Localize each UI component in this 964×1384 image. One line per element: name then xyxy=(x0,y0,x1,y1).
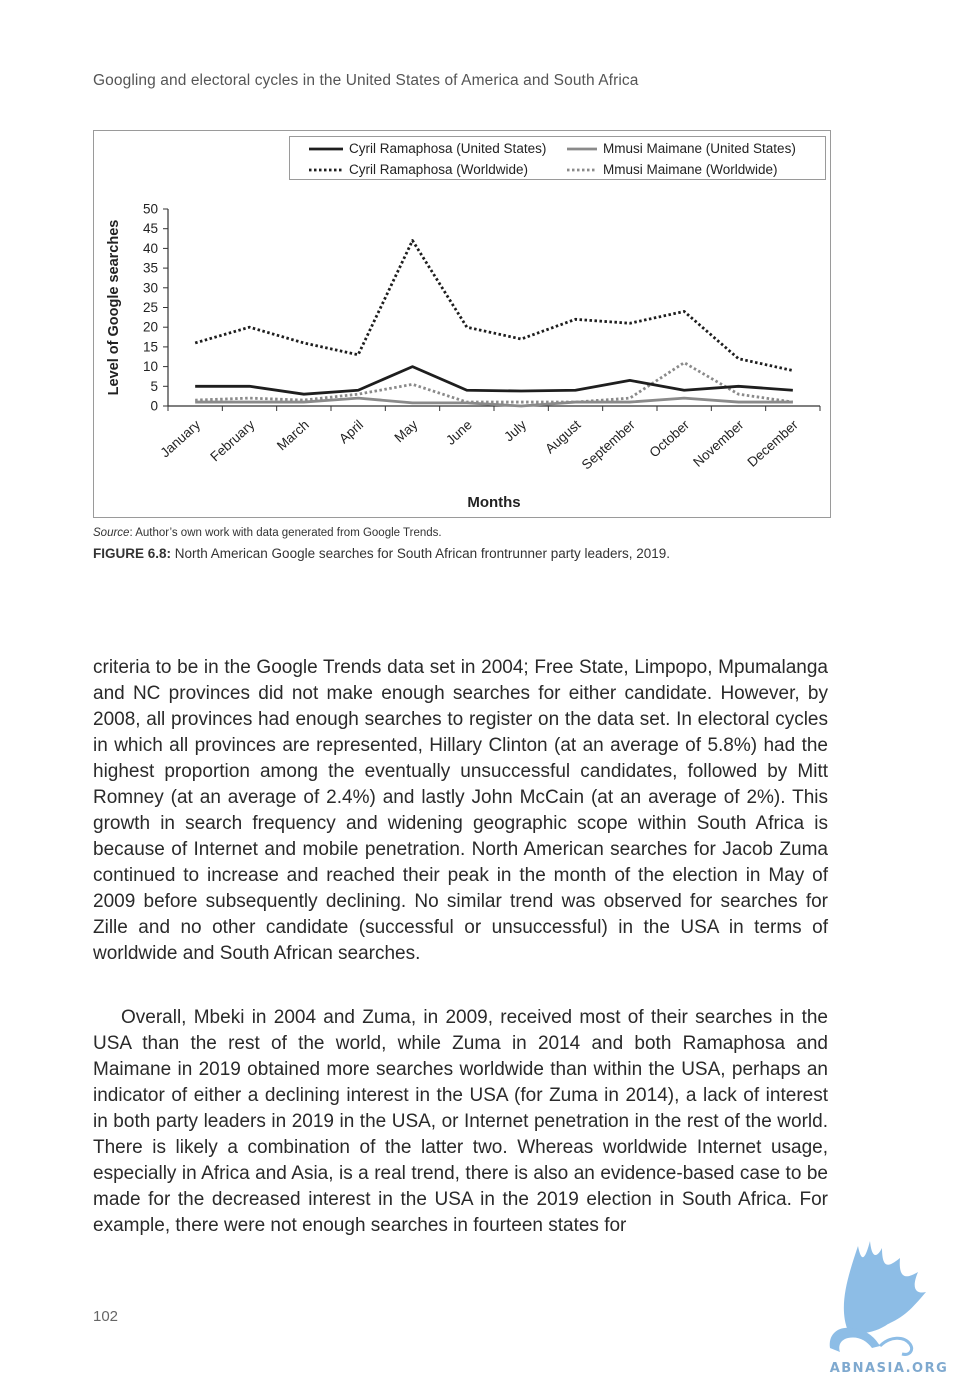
x-tick-label: August xyxy=(542,417,583,456)
watermark-text: ABNASIA.ORG xyxy=(830,1361,949,1376)
y-tick-label: 25 xyxy=(143,300,158,315)
series-line-2 xyxy=(195,396,793,408)
chart-legend: Cyril Ramaphosa (United States) Mmusi Ma… xyxy=(289,136,826,180)
x-tick-label: September xyxy=(579,417,638,473)
x-tick-label: July xyxy=(501,417,529,444)
source-prefix: Source xyxy=(93,527,130,539)
legend-label: Mmusi Maimane (United States) xyxy=(603,141,796,156)
y-tick-label: 15 xyxy=(143,339,158,354)
line-chart: 0 5 10 15 20 25 30 35 40 45 50 January February March… xyxy=(93,130,831,518)
x-tick-label: June xyxy=(443,417,475,448)
x-tick-label: December xyxy=(745,417,802,470)
y-axis-title: Level of Google searches xyxy=(106,220,122,396)
body-paragraph: Overall, Mbeki in 2004 and Zuma, in 2009… xyxy=(93,1007,828,1236)
legend-label: Cyril Ramaphosa (Worldwide) xyxy=(349,162,529,177)
x-tick-label: March xyxy=(274,417,312,453)
y-tick-label: 0 xyxy=(150,399,158,414)
y-tick-label: 5 xyxy=(150,379,158,394)
series-line-1 xyxy=(194,239,794,372)
body-paragraph: criteria to be in the Google Trends data… xyxy=(93,657,828,964)
series-line-3 xyxy=(195,361,794,404)
running-head: Googling and electoral cycles in the Uni… xyxy=(93,72,639,89)
chart-plot-area: 0 5 10 15 20 25 30 35 40 45 50 January February March… xyxy=(106,202,821,511)
figure-caption: FIGURE 6.8: North American Google search… xyxy=(93,546,670,561)
x-tick-label: November xyxy=(690,417,747,470)
legend-item-ramaphosa-us: Cyril Ramaphosa (United States) xyxy=(309,141,546,156)
x-tick-label: February xyxy=(207,417,257,464)
y-tick-label: 50 xyxy=(143,202,158,217)
x-tick-label: October xyxy=(646,417,692,461)
legend-item-ramaphosa-world: Cyril Ramaphosa (Worldwide) xyxy=(309,162,528,177)
source-text: : Author’s own work with data generated … xyxy=(129,527,442,539)
legend-item-maimane-world: Mmusi Maimane (Worldwide) xyxy=(567,162,778,177)
figure-caption-text: North American Google searches for South… xyxy=(171,546,671,561)
y-tick-label: 40 xyxy=(143,241,158,256)
chart-source: Source: Author’s own work with data gene… xyxy=(93,527,442,539)
y-tick-label: 10 xyxy=(143,359,158,374)
legend-item-maimane-us: Mmusi Maimane (United States) xyxy=(567,141,796,156)
legend-label: Cyril Ramaphosa (United States) xyxy=(349,141,547,156)
figure-label: FIGURE 6.8: xyxy=(93,546,172,561)
x-tick-label: January xyxy=(157,417,203,460)
x-tick-label: April xyxy=(336,417,366,446)
page-number: 102 xyxy=(93,1308,119,1325)
x-axis-title: Months xyxy=(467,494,520,511)
griffin-logo-icon: ABNASIA.ORG xyxy=(830,1241,949,1376)
y-tick-label: 35 xyxy=(143,261,158,276)
y-tick-label: 20 xyxy=(143,320,158,335)
y-tick-label: 30 xyxy=(143,280,158,295)
series-line-0 xyxy=(195,365,793,396)
y-tick-label: 45 xyxy=(143,221,158,236)
legend-label: Mmusi Maimane (Worldwide) xyxy=(603,162,778,177)
x-tick-label: May xyxy=(392,417,421,445)
